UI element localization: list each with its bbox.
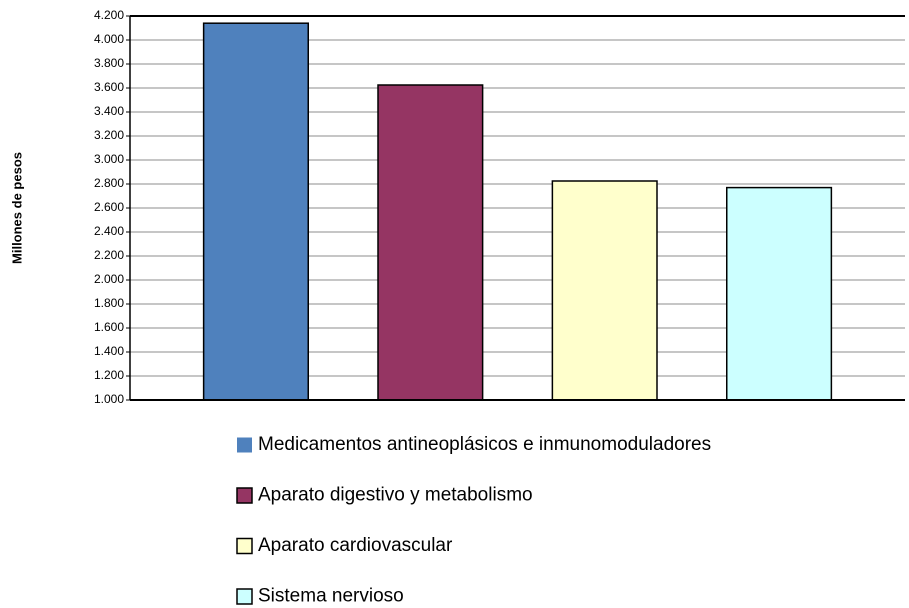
y-tick-label: 1.800 xyxy=(94,296,124,310)
y-tick-label: 3.200 xyxy=(94,128,124,142)
legend-swatch xyxy=(236,537,253,555)
legend-label: Aparato cardiovascular xyxy=(258,535,453,556)
y-tick-label: 3.000 xyxy=(94,152,124,166)
legend-swatch xyxy=(237,437,252,453)
y-tick-label: 4.200 xyxy=(94,8,124,22)
bar xyxy=(377,84,484,401)
y-tick-label: 2.000 xyxy=(94,272,124,286)
y-tick-label: 2.400 xyxy=(94,224,124,238)
y-tick-label: 3.600 xyxy=(94,80,124,94)
bar xyxy=(726,186,833,401)
y-axis-label: Millones de pesos xyxy=(9,152,24,264)
y-tick-label: 1.000 xyxy=(94,392,124,406)
bar xyxy=(202,22,309,401)
y-tick-label: 1.600 xyxy=(94,320,124,334)
legend-swatch xyxy=(236,588,253,605)
y-tick-label: 3.800 xyxy=(94,56,124,70)
y-tick-label: 2.200 xyxy=(94,248,124,262)
y-tick-label: 2.800 xyxy=(94,176,124,190)
legend-swatch xyxy=(236,487,253,504)
y-tick-label: 2.600 xyxy=(94,200,124,214)
bar xyxy=(551,180,658,401)
y-tick-label: 1.400 xyxy=(94,344,124,358)
legend-label: Sistema nervioso xyxy=(258,586,404,607)
y-tick-label: 1.200 xyxy=(94,368,124,382)
legend-label: Aparato digestivo y metabolismo xyxy=(258,485,533,506)
y-tick-label: 4.000 xyxy=(94,32,124,46)
y-tick-label: 3.400 xyxy=(94,104,124,118)
legend-label: Medicamentos antineoplásicos e inmunomod… xyxy=(258,434,711,455)
